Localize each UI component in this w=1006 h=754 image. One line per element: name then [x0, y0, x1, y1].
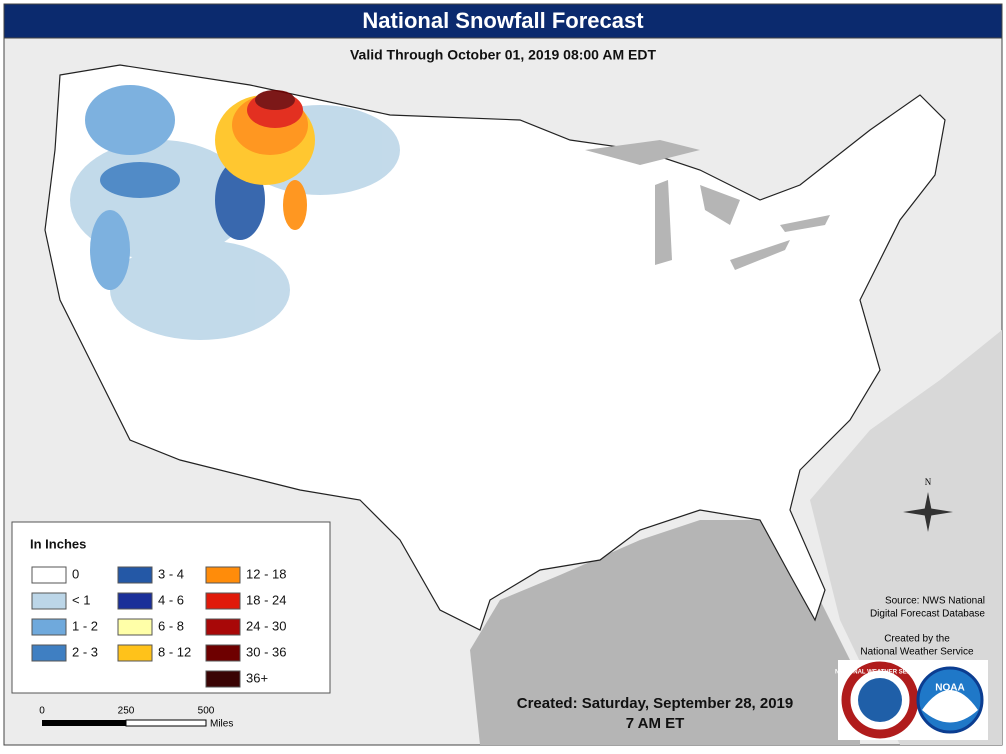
scale-label: 0 [39, 706, 45, 717]
snow-area [110, 240, 290, 340]
legend-label: 18 - 24 [246, 592, 286, 607]
created-time: 7 AM ET [626, 715, 685, 732]
snow-area [255, 90, 295, 110]
legend-swatch [205, 592, 241, 610]
scale-label: 250 [118, 706, 135, 717]
title: National Snowfall Forecast [362, 8, 644, 33]
legend-label: 3 - 4 [158, 566, 184, 581]
legend-swatch [117, 566, 153, 584]
legend-label: 8 - 12 [158, 644, 191, 659]
legend-label: 30 - 36 [246, 644, 286, 659]
legend-label: 12 - 18 [246, 566, 286, 581]
credit-line: National Weather Service [860, 647, 974, 658]
scale-segment [42, 720, 126, 726]
legend-label: 1 - 2 [72, 618, 98, 633]
scale-label: 500 [198, 706, 215, 717]
legend-swatch [117, 592, 153, 610]
nws-logo-inner [858, 678, 902, 722]
legend-swatch [117, 618, 153, 636]
legend-label: 4 - 6 [158, 592, 184, 607]
legend-label: 2 - 3 [72, 644, 98, 659]
compass [903, 492, 953, 532]
noaa-logo-wave [922, 690, 978, 723]
title-bar [3, 3, 1003, 39]
legend-label: 24 - 30 [246, 618, 286, 633]
legend-swatch [31, 618, 67, 636]
legend-swatch [117, 644, 153, 662]
nws-logo-text: NATIONAL WEATHER SERVICE [835, 670, 925, 676]
compass-north: N [925, 477, 932, 487]
legend-label: < 1 [72, 592, 90, 607]
created-date: Created: Saturday, September 28, 2019 [517, 695, 794, 712]
legend-title: In Inches [30, 536, 86, 551]
legend-swatch [205, 618, 241, 636]
scale-unit: Miles [210, 719, 233, 730]
lake-superior [585, 140, 700, 165]
snow-area [85, 85, 175, 155]
legend-label: 6 - 8 [158, 618, 184, 633]
scale-segment [125, 719, 207, 727]
lake-michigan [655, 180, 672, 265]
atlantic-water [810, 330, 1002, 745]
source-line: Digital Forecast Database [870, 609, 985, 620]
legend-swatch [31, 644, 67, 662]
legend-swatch [205, 670, 241, 688]
legend-swatch [31, 566, 67, 584]
snowfall-shading [70, 85, 400, 340]
lake-erie [730, 240, 790, 270]
snow-area [100, 162, 180, 198]
gulf-water [470, 520, 860, 745]
snow-area [283, 180, 307, 230]
subtitle: Valid Through October 01, 2019 08:00 AM … [350, 47, 656, 63]
noaa-logo-text: NOAA [935, 683, 964, 694]
legend-label: 0 [72, 566, 79, 581]
legend-swatch [205, 644, 241, 662]
source-line: Source: NWS National [885, 596, 985, 607]
lake-ontario [780, 215, 830, 232]
legend-swatch [205, 566, 241, 584]
legend-items: 0 < 1 1 - 2 2 - 3 3 - 4 4 - 6 6 - 8 8 - 12 12 - … [31, 566, 286, 688]
lake-huron [700, 185, 740, 225]
legend-label: 36+ [246, 670, 268, 685]
legend-swatch [31, 592, 67, 610]
credit-line: Created by the [884, 634, 950, 645]
snow-area [90, 210, 130, 290]
